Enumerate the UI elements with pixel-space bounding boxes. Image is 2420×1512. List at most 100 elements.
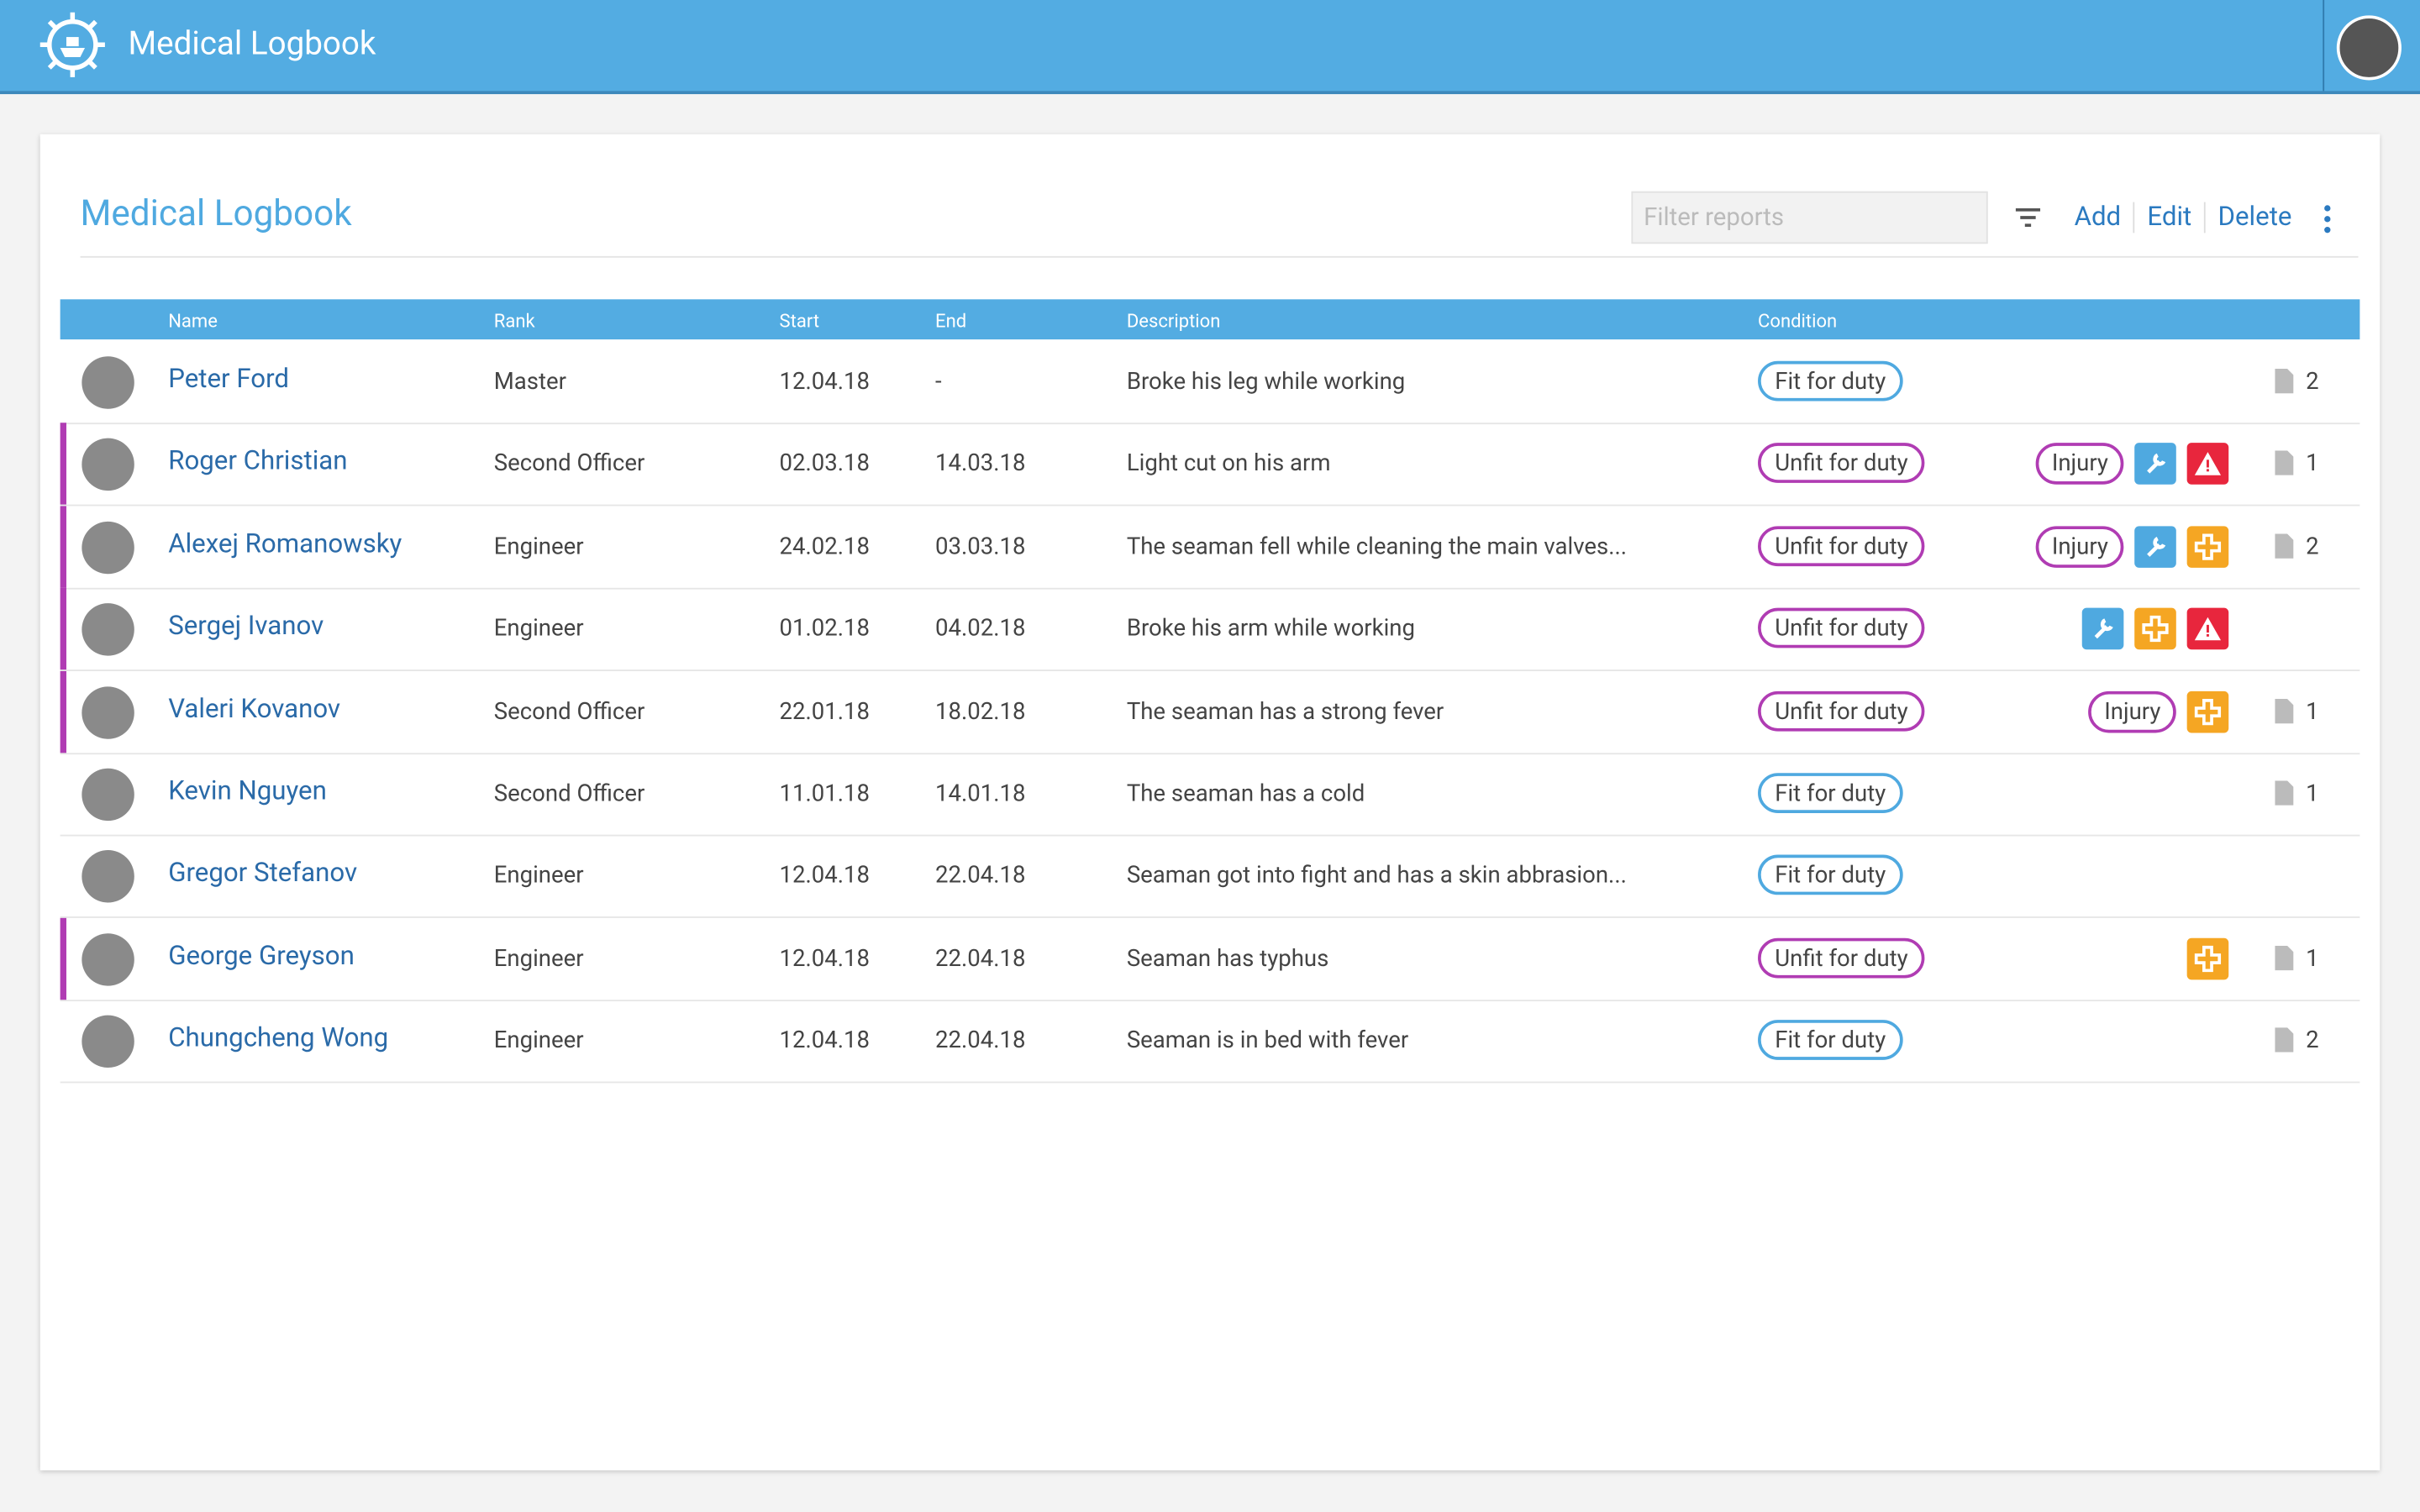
file-count: 1 [2306, 779, 2319, 807]
condition: Unfit for duty [1758, 443, 1925, 484]
status-icon [2134, 608, 2176, 650]
condition: Unfit for duty [1758, 608, 1925, 648]
column-header: Name [168, 310, 218, 332]
more-menu[interactable] [2323, 203, 2332, 234]
injury-tag: Injury [2088, 690, 2176, 732]
person-name[interactable]: Sergej Ivanov [168, 611, 324, 643]
end: 18.02.18 [935, 696, 1026, 725]
start: 24.02.18 [779, 532, 871, 560]
page-title: Medical Logbook [80, 192, 352, 235]
condition: Fit for duty [1758, 855, 1903, 896]
person-name[interactable]: Alexej Romanowsky [168, 528, 402, 560]
person-name[interactable]: George Greyson [168, 941, 355, 972]
icon [2147, 536, 2166, 557]
filter-icon[interactable] [2015, 207, 2041, 228]
table-row: Kevin Nguyen Second Officer 11.01.18 14.01.… [60, 753, 2360, 837]
file-count: 1 [2306, 449, 2319, 478]
start: 02.03.18 [779, 449, 871, 478]
condition: Fit for duty [1758, 773, 1903, 813]
add-button[interactable]: Add [2074, 202, 2122, 234]
condition: Unfit for duty [1758, 937, 1925, 979]
icon [2194, 617, 2222, 641]
status-icon [2081, 608, 2124, 650]
start: 12.04.18 [779, 943, 871, 972]
icon [2194, 945, 2222, 972]
end: 14.01.18 [935, 779, 1026, 807]
filter-input[interactable]: Filter reports [1631, 191, 1988, 244]
description: Seaman has typhus [1126, 943, 1329, 972]
rank: Engineer [493, 614, 584, 643]
person-name[interactable]: Kevin Nguyen [168, 775, 327, 807]
file-icon [2275, 1027, 2294, 1053]
table-row: George Greyson Engineer 12.04.18 22.04.18 Se… [60, 917, 2360, 1001]
column-header: Description [1126, 310, 1221, 332]
condition: Fit for duty [1758, 1020, 1903, 1061]
avatar [82, 768, 134, 822]
attachments: 2 [2275, 1026, 2319, 1054]
delete-button[interactable]: Delete [2203, 202, 2304, 234]
end: 22.04.18 [935, 1026, 1026, 1054]
column-header: Condition [1758, 310, 1838, 332]
file-icon [2275, 533, 2294, 559]
description: Seaman is in bed with fever [1126, 1026, 1409, 1054]
logo [39, 12, 105, 77]
condition: Unfit for duty [1758, 690, 1925, 731]
start: 01.02.18 [779, 614, 871, 643]
table-row: Roger Christian Second Officer 02.03.18 14.… [60, 423, 2360, 507]
icon [2194, 533, 2222, 560]
end: 03.03.18 [935, 532, 1026, 560]
table-row: Valeri Kovanov Second Officer 22.01.18 18.0… [60, 670, 2360, 754]
file-icon [2275, 945, 2294, 970]
file-count: 2 [2306, 532, 2319, 560]
file-icon [2275, 780, 2294, 806]
icon [2142, 616, 2169, 643]
attachments: 1 [2275, 779, 2319, 807]
description: Light cut on his arm [1126, 449, 1331, 478]
avatar [82, 521, 134, 574]
start: 11.01.18 [779, 779, 871, 807]
tags [2186, 937, 2229, 979]
file-icon [2275, 451, 2294, 476]
person-name[interactable]: Roger Christian [168, 446, 348, 478]
column-header: Rank [493, 310, 535, 332]
person-name[interactable]: Peter Ford [168, 364, 290, 396]
description: Seaman got into fight and has a skin abb… [1126, 861, 1627, 890]
rank: Second Officer [493, 779, 645, 807]
actions: Add Edit Delete [2062, 202, 2304, 234]
person-name[interactable]: Valeri Kovanov [168, 693, 341, 725]
status-icon [2186, 443, 2229, 486]
avatar [82, 685, 134, 739]
rank: Second Officer [493, 449, 645, 478]
status-icon [2186, 608, 2229, 650]
file-icon [2275, 368, 2294, 394]
description: Broke his arm while working [1126, 614, 1415, 643]
rank: Second Officer [493, 696, 645, 725]
attachments: 2 [2275, 367, 2319, 395]
end: 14.03.18 [935, 449, 1026, 478]
rank: Engineer [493, 532, 584, 560]
icon [2194, 452, 2222, 476]
condition: Fit for duty [1758, 360, 1903, 402]
person-name[interactable]: Gregor Stefanov [168, 858, 358, 890]
start: 12.04.18 [779, 1026, 871, 1054]
edit-button[interactable]: Edit [2133, 202, 2204, 234]
attachments: 2 [2275, 532, 2319, 560]
attachments: 1 [2275, 943, 2319, 972]
avatar [82, 603, 134, 656]
description: Broke his leg while working [1126, 367, 1406, 396]
person-name[interactable]: Chungcheng Wong [168, 1023, 389, 1054]
description: The seaman has a strong fever [1126, 696, 1444, 725]
injury-tag: Injury [2036, 443, 2124, 486]
status-icon [2186, 690, 2229, 732]
attachments: 1 [2275, 449, 2319, 478]
description: The seaman has a cold [1126, 779, 1365, 807]
rank: Master [493, 367, 566, 396]
table-row: Peter Ford Master 12.04.18 - Broke his leg w… [60, 341, 2360, 425]
user-avatar[interactable] [2336, 15, 2402, 81]
column-header: End [935, 310, 967, 332]
injury-tag: Injury [2036, 525, 2124, 568]
file-count: 1 [2306, 696, 2319, 725]
file-count: 1 [2306, 943, 2319, 972]
column-header: Start [779, 310, 820, 332]
